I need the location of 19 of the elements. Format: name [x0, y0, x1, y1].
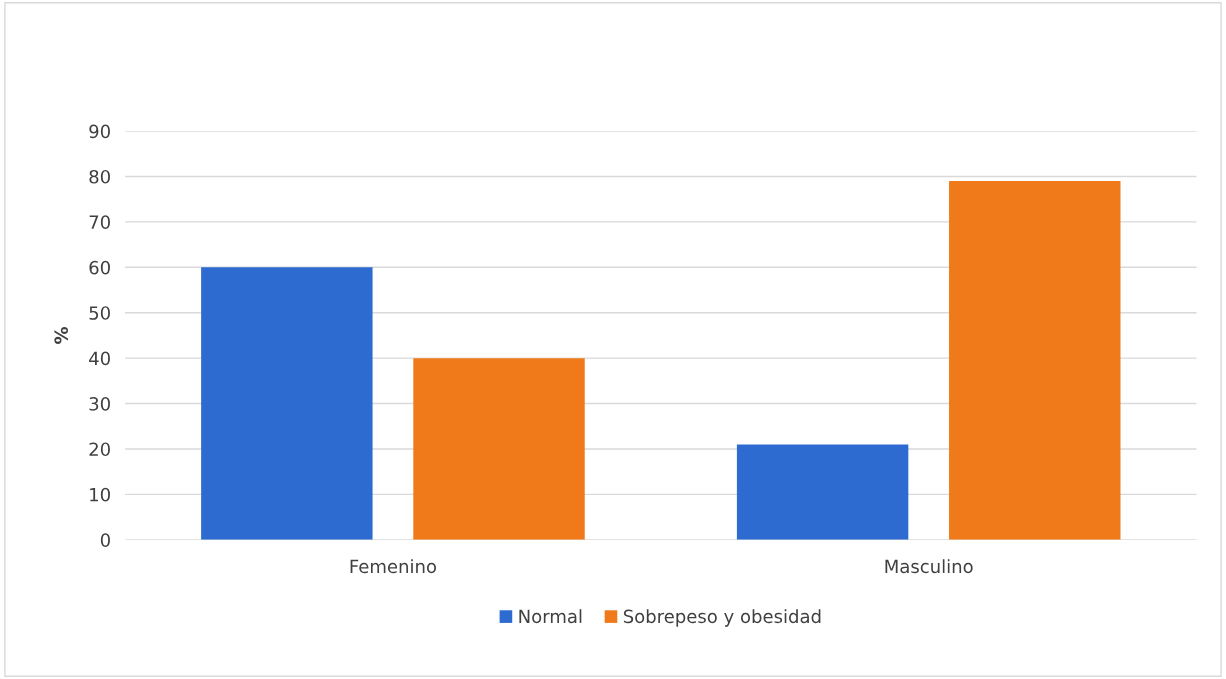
legend-label: Sobrepeso y obesidad — [623, 609, 821, 627]
y-tick-label: 20 — [89, 442, 110, 457]
bar — [949, 181, 1121, 540]
x-tick-label: Masculino — [885, 559, 973, 574]
y-tick-label: 80 — [89, 169, 110, 184]
bar — [413, 358, 585, 540]
y-axis-title: % — [54, 326, 69, 344]
bar — [736, 444, 909, 540]
y-tick-label: 30 — [89, 397, 110, 411]
y-tick-label: 60 — [89, 260, 110, 275]
legend-label: Normal — [519, 609, 582, 624]
y-tick-label: 40 — [89, 351, 110, 366]
y-tick-label: 90 — [89, 124, 110, 139]
x-tick-label: Femenino — [350, 559, 437, 574]
y-tick-label: 50 — [89, 306, 110, 320]
bar — [201, 267, 373, 540]
y-tick-label: 70 — [89, 215, 110, 229]
y-tick-label: 10 — [90, 487, 110, 502]
y-tick-label: 0 — [100, 533, 110, 547]
